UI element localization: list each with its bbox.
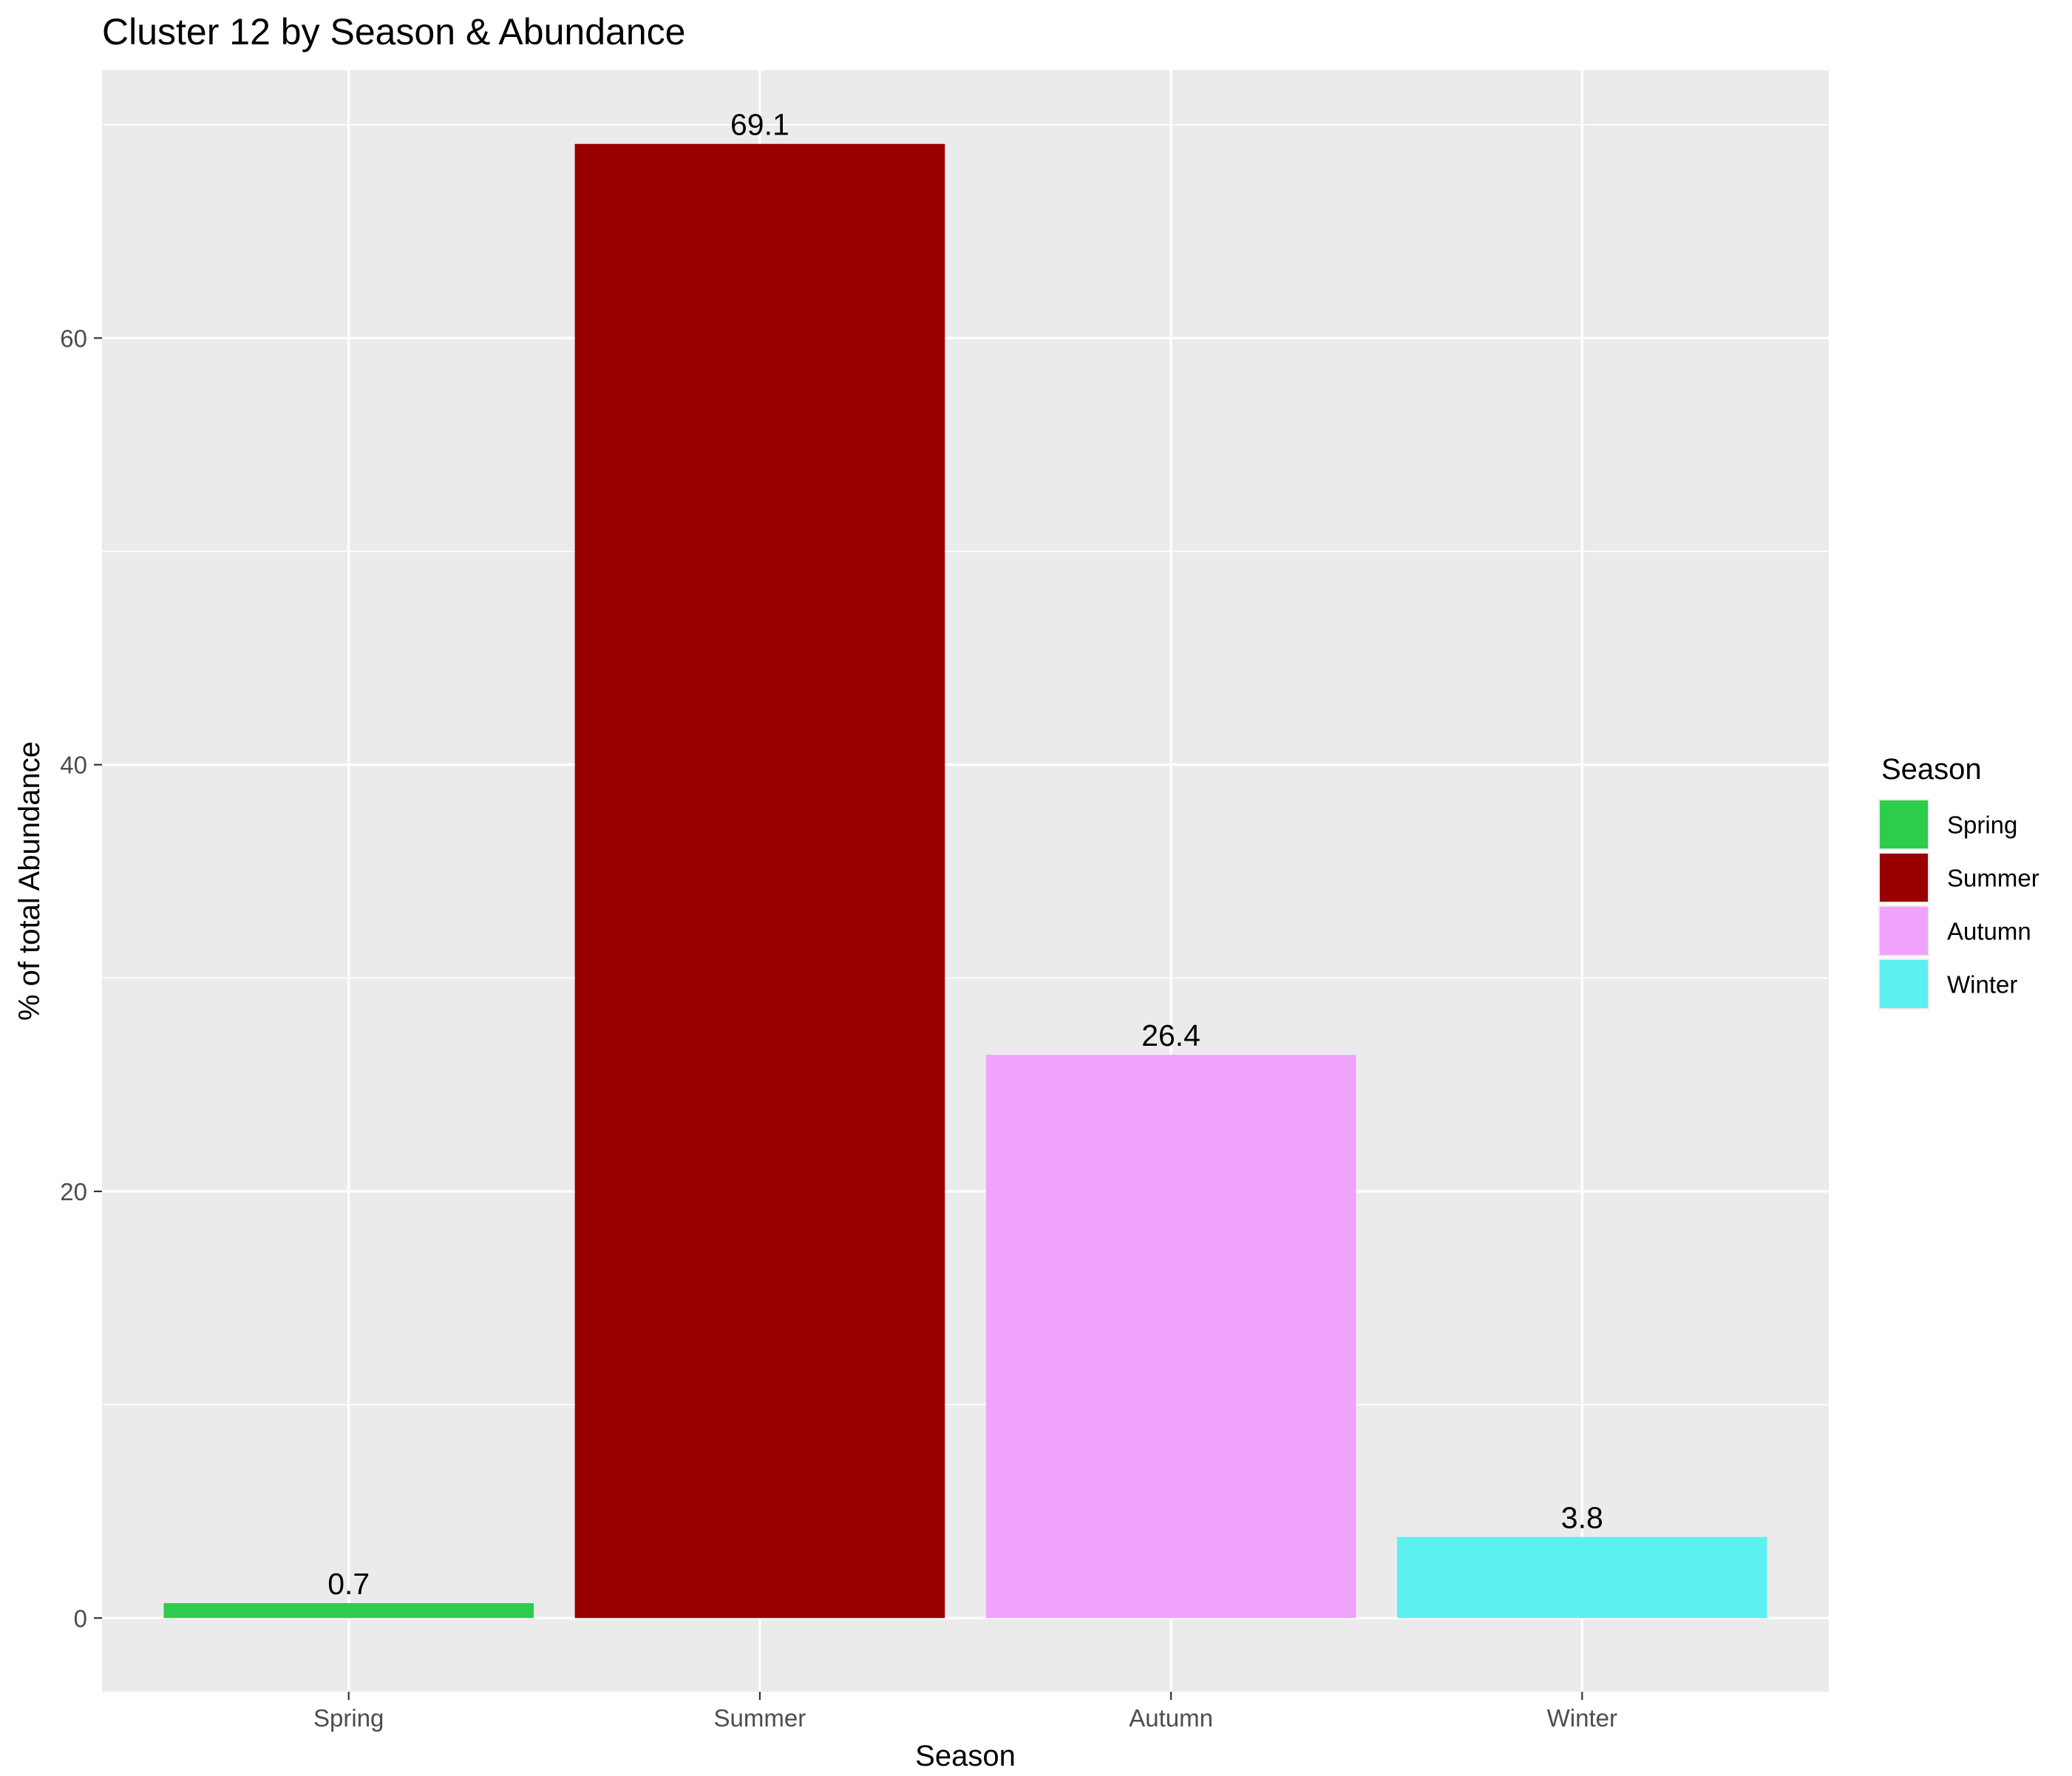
data-label-winter: 3.8 <box>1561 1501 1603 1535</box>
bar-autumn <box>985 1055 1356 1619</box>
y-tick-label: 60 <box>60 324 87 352</box>
plot-panel <box>102 70 1829 1692</box>
legend-label-winter: Winter <box>1947 971 2017 998</box>
legend-swatch-winter <box>1880 960 1928 1008</box>
x-tick-label-autumn: Autumn <box>1129 1704 1213 1732</box>
bars <box>163 143 1767 1619</box>
legend: Season Spring Summer Autumn Winter <box>1878 753 2039 1010</box>
bar-winter <box>1397 1537 1767 1619</box>
chart-title: Cluster 12 by Season & Abundance <box>102 11 685 52</box>
x-tick-label-spring: Spring <box>313 1704 384 1732</box>
legend-swatch-spring <box>1880 800 1928 848</box>
legend-swatch-autumn <box>1880 907 1928 955</box>
x-axis-title: Season <box>915 1740 1016 1772</box>
y-axis-title: % of total Abundance <box>13 741 46 1021</box>
x-tick-label-summer: Summer <box>714 1704 806 1732</box>
data-label-summer: 69.1 <box>730 108 789 142</box>
y-tick-label: 20 <box>60 1178 87 1205</box>
legend-label-spring: Spring <box>1947 812 2017 839</box>
bar-spring <box>163 1603 534 1619</box>
y-tick-label: 40 <box>60 752 87 779</box>
data-labels: 0.7 69.1 26.4 3.8 <box>327 108 1603 1601</box>
legend-swatch-summer <box>1880 854 1928 902</box>
data-label-spring: 0.7 <box>327 1567 370 1601</box>
data-label-autumn: 26.4 <box>1141 1018 1200 1052</box>
x-axis: Spring Summer Autumn Winter <box>313 1692 1617 1732</box>
y-tick-label: 0 <box>74 1605 87 1632</box>
bar-summer <box>574 143 945 1619</box>
y-axis: 0 20 40 60 <box>60 324 102 1632</box>
legend-label-summer: Summer <box>1947 865 2039 892</box>
legend-label-autumn: Autumn <box>1947 918 2031 945</box>
legend-title: Season <box>1881 753 1982 786</box>
x-tick-label-winter: Winter <box>1547 1704 1617 1732</box>
minor-gridlines <box>102 123 1829 1406</box>
